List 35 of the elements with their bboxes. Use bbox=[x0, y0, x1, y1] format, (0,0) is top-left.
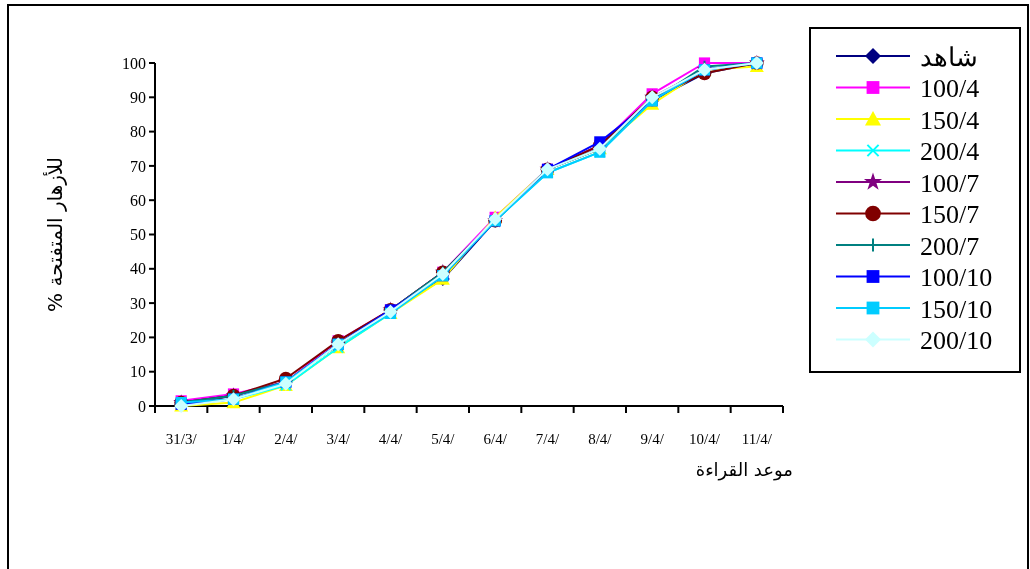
legend-label: 100/4 bbox=[920, 74, 980, 104]
legend-label: 200/7 bbox=[920, 231, 980, 261]
x-tick-label: 3/4/ bbox=[326, 431, 351, 447]
y-tick-label: 90 bbox=[130, 88, 146, 106]
legend-label: 200/10 bbox=[920, 326, 993, 356]
y-axis-title: % للأزهار المتفتحة bbox=[43, 157, 67, 312]
x-tick-label: 10/4/ bbox=[689, 431, 721, 447]
y-tick-label: 50 bbox=[130, 226, 146, 244]
x-tick-label: 31/3/ bbox=[165, 431, 198, 447]
y-tick-label: 70 bbox=[130, 157, 146, 175]
y-tick-label: 10 bbox=[130, 363, 146, 381]
x-tick-label: 1/4/ bbox=[221, 431, 246, 447]
legend-label: 200/4 bbox=[920, 137, 980, 167]
x-tick-label: 5/4/ bbox=[431, 431, 456, 447]
legend-label: 150/4 bbox=[920, 105, 980, 135]
legend-label: شاهد bbox=[920, 42, 978, 72]
y-tick-label: 80 bbox=[130, 123, 146, 141]
y-tick-label: 100 bbox=[122, 54, 146, 72]
x-tick-label: 8/4/ bbox=[588, 431, 613, 447]
y-tick-label: 40 bbox=[130, 260, 146, 278]
x-tick-label: 4/4/ bbox=[378, 431, 403, 447]
legend-label: 150/10 bbox=[920, 294, 993, 324]
x-tick-label: 6/4/ bbox=[483, 431, 508, 447]
legend-label: 150/7 bbox=[920, 200, 980, 230]
y-tick-label: 30 bbox=[130, 294, 146, 312]
x-tick-label: 9/4/ bbox=[640, 431, 665, 447]
legend-label: 100/10 bbox=[920, 263, 993, 293]
x-axis-title: موعد القراءة bbox=[695, 459, 793, 481]
x-tick-label: 2/4/ bbox=[274, 431, 299, 447]
y-tick-label: 60 bbox=[130, 191, 146, 209]
legend-label: 100/7 bbox=[920, 168, 980, 198]
x-tick-label: 11/4/ bbox=[741, 431, 773, 447]
x-tick-label: 7/4/ bbox=[535, 431, 560, 447]
y-tick-label: 20 bbox=[130, 329, 146, 346]
y-tick-label: 0 bbox=[138, 397, 146, 415]
